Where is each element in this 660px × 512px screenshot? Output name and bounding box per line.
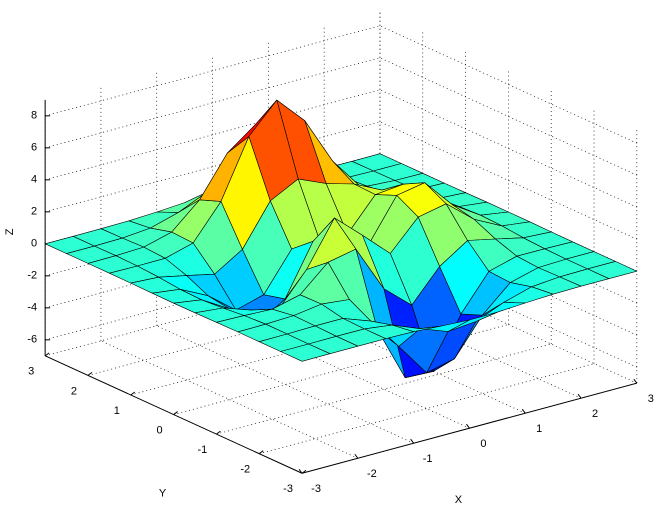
y-tick-label: 1 [114,405,120,417]
tick-mark [87,372,93,376]
tick-mark [130,391,136,396]
y-axis-label: Y [159,487,167,499]
z-tick-label: -6 [27,334,37,346]
y-tick-label: -1 [198,444,208,456]
tick-mark [410,438,415,444]
y-tick-label: 3 [28,366,34,378]
z-axis-label: Z [4,228,16,235]
x-tick-label: 3 [648,393,654,405]
x-axis-label: X [455,494,463,506]
surface-patch [248,99,299,202]
tick-mark [258,450,264,455]
z-tick-label: 2 [31,206,37,218]
grid-line [45,57,381,149]
grid-line [45,89,381,181]
y-tick-label: -3 [283,483,293,495]
tick-mark [173,411,178,415]
grid-line [216,343,552,435]
x-tick-label: 2 [592,408,598,420]
tick-mark [521,408,526,414]
x-tick-label: 1 [536,423,542,435]
z-tick-label: 8 [31,110,37,122]
y-tick-label: 0 [157,424,163,436]
surface-patch [280,343,331,362]
z-tick-label: 4 [31,174,37,186]
x-tick-label: -2 [367,468,377,480]
tick-mark [216,430,221,435]
z-tick-label: -2 [27,270,37,282]
grid-line [259,363,595,455]
x-tick-label: -3 [311,483,321,495]
x-tick-label: 0 [480,438,486,450]
tick-mark [633,378,638,384]
x-tick-label: -1 [423,453,433,465]
z-tick-label: 6 [31,142,37,154]
grid-line [45,121,381,213]
y-tick-label: -2 [240,464,250,476]
z-tick-label: 0 [31,238,37,250]
tick-mark [354,453,359,459]
y-tick-label: 2 [71,385,77,397]
z-tick-label: -4 [27,302,37,314]
tick-mark [577,393,582,399]
tick-mark [301,469,307,474]
tick-mark [466,423,470,429]
grid-line [45,25,381,117]
tick-mark [44,352,50,357]
tick-mark [298,468,303,474]
